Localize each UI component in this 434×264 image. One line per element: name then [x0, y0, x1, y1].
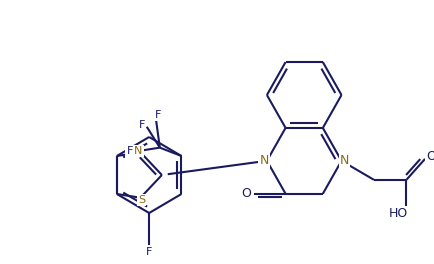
Text: F: F	[155, 110, 161, 120]
Text: N: N	[339, 154, 349, 167]
Text: F: F	[126, 147, 132, 157]
Text: O: O	[425, 150, 434, 163]
Text: N: N	[134, 146, 142, 156]
Text: O: O	[240, 187, 250, 200]
Text: F: F	[146, 247, 152, 257]
Text: F: F	[138, 120, 145, 130]
Text: N: N	[259, 154, 268, 167]
Text: S: S	[138, 195, 145, 205]
Text: HO: HO	[388, 207, 407, 220]
